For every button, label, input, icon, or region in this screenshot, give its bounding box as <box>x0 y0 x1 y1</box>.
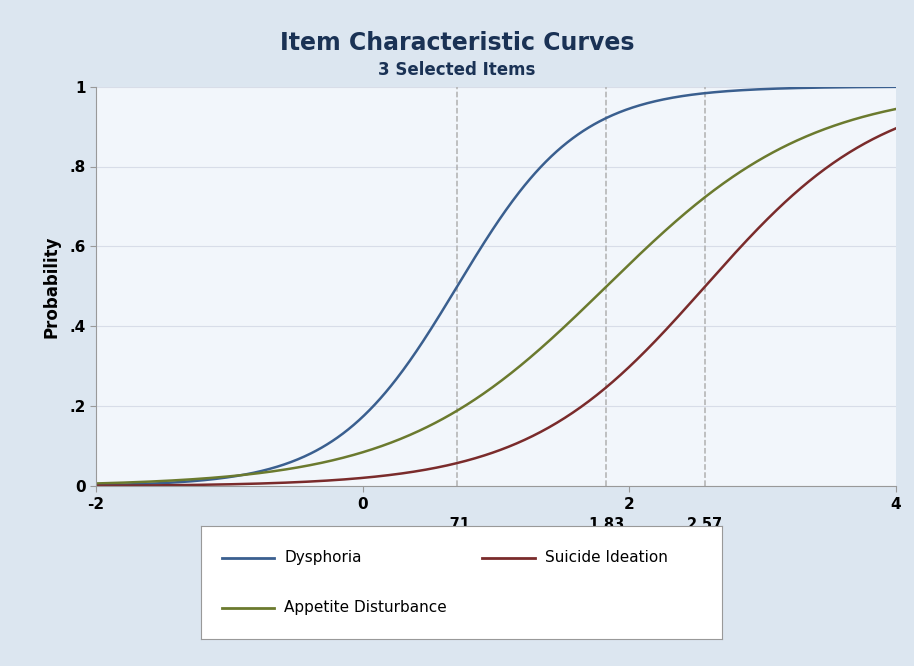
Line: Suicide Ideation: Suicide Ideation <box>96 129 896 486</box>
Appetite Disturbance <box>296 463 307 471</box>
Suicide Ideation <box>232 480 243 488</box>
Appetite Disturbance <box>890 105 901 113</box>
Text: 2.57: 2.57 <box>687 517 723 531</box>
Suicide Ideation <box>90 482 101 490</box>
Dysphoria <box>90 481 101 489</box>
Dysphoria <box>296 454 307 462</box>
Text: Dysphoria: Dysphoria <box>284 550 362 565</box>
Suicide Ideation <box>452 459 463 467</box>
Suicide Ideation <box>562 412 573 420</box>
Dysphoria <box>693 90 704 98</box>
Text: .71: .71 <box>444 517 470 531</box>
Suicide Ideation <box>624 362 635 370</box>
Appetite Disturbance <box>624 260 635 268</box>
Dysphoria <box>562 139 573 147</box>
Dysphoria <box>624 105 635 113</box>
Suicide Ideation <box>296 478 307 486</box>
Suicide Ideation <box>693 290 704 298</box>
Appetite Disturbance <box>90 480 101 488</box>
Line: Appetite Disturbance: Appetite Disturbance <box>96 109 896 484</box>
Text: Appetite Disturbance: Appetite Disturbance <box>284 600 447 615</box>
Dysphoria <box>232 472 243 480</box>
Text: 1.83: 1.83 <box>589 517 624 531</box>
X-axis label: Depression: Depression <box>443 551 548 569</box>
Appetite Disturbance <box>232 472 243 480</box>
Y-axis label: Probability: Probability <box>43 235 61 338</box>
Text: Item Characteristic Curves: Item Characteristic Curves <box>280 31 634 55</box>
Suicide Ideation <box>890 125 901 133</box>
Dysphoria <box>890 83 901 91</box>
Text: 3 Selected Items: 3 Selected Items <box>378 61 536 79</box>
Dysphoria <box>452 282 463 290</box>
Appetite Disturbance <box>562 320 573 328</box>
Text: Suicide Ideation: Suicide Ideation <box>545 550 668 565</box>
Line: Dysphoria: Dysphoria <box>96 87 896 485</box>
Appetite Disturbance <box>452 406 463 414</box>
Appetite Disturbance <box>693 198 704 206</box>
